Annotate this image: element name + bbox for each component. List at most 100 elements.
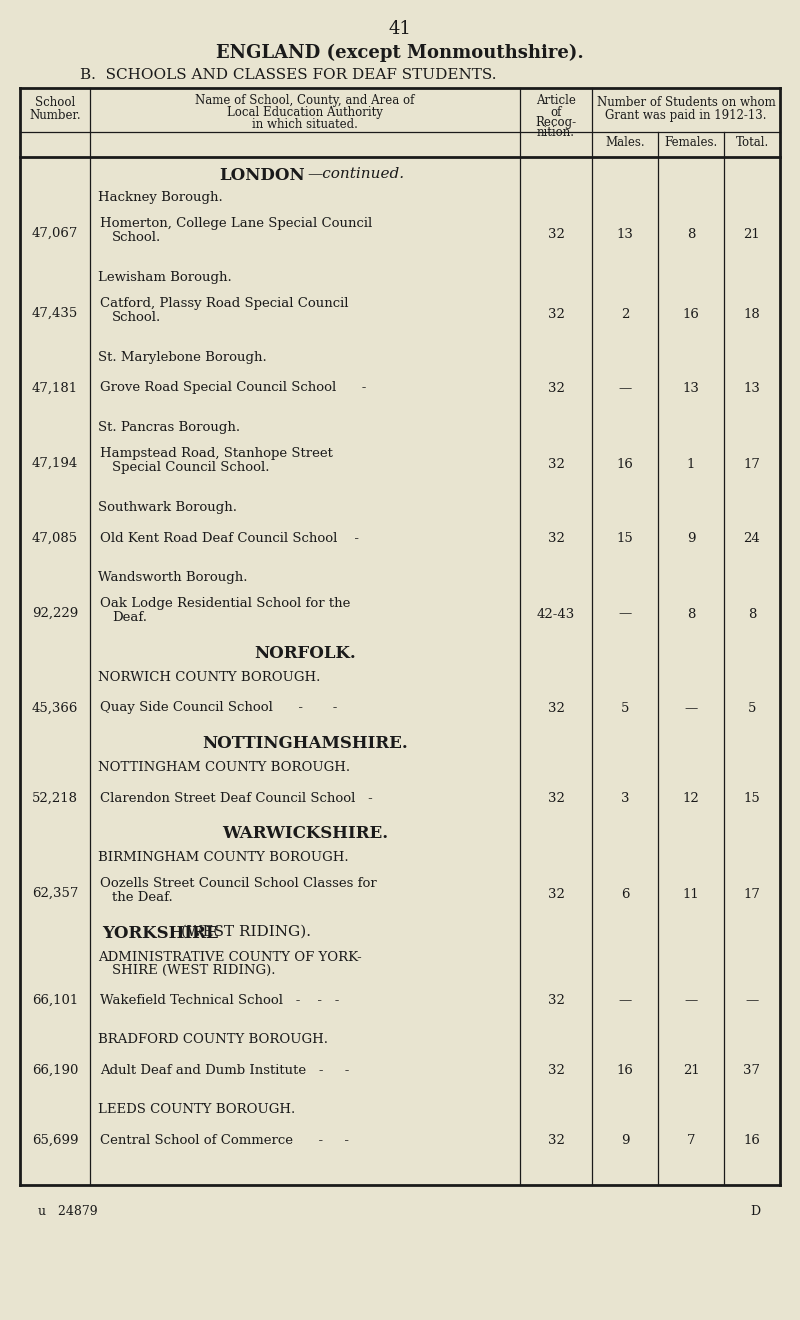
Text: Deaf.: Deaf. <box>112 611 147 624</box>
Text: —: — <box>618 607 632 620</box>
Text: Adult Deaf and Dumb Institute   -     -: Adult Deaf and Dumb Institute - - <box>100 1064 350 1077</box>
Text: Homerton, College Lane Special Council: Homerton, College Lane Special Council <box>100 216 372 230</box>
Text: SHIRE (WEST RIDING).: SHIRE (WEST RIDING). <box>112 964 275 977</box>
Text: Males.: Males. <box>605 136 645 149</box>
Text: 32: 32 <box>547 887 565 900</box>
Text: WARWICKSHIRE.: WARWICKSHIRE. <box>222 825 388 842</box>
Text: ADMINISTRATIVE COUNTY OF YORK-: ADMINISTRATIVE COUNTY OF YORK- <box>98 950 362 964</box>
Text: BIRMINGHAM COUNTY BOROUGH.: BIRMINGHAM COUNTY BOROUGH. <box>98 851 349 865</box>
Text: 47,194: 47,194 <box>32 457 78 470</box>
Text: 21: 21 <box>682 1064 699 1077</box>
Text: nition.: nition. <box>537 125 575 139</box>
Text: 9: 9 <box>621 1134 630 1147</box>
Text: Hampstead Road, Stanhope Street: Hampstead Road, Stanhope Street <box>100 447 333 459</box>
Text: 66,101: 66,101 <box>32 994 78 1006</box>
Text: 21: 21 <box>744 227 760 240</box>
Text: LONDON: LONDON <box>219 168 305 183</box>
Text: 17: 17 <box>743 458 761 470</box>
Text: 65,699: 65,699 <box>32 1134 78 1147</box>
Text: Oozells Street Council School Classes for: Oozells Street Council School Classes fo… <box>100 876 377 890</box>
Text: D: D <box>750 1205 760 1218</box>
Text: 47,435: 47,435 <box>32 306 78 319</box>
Text: School.: School. <box>112 312 162 323</box>
Text: —: — <box>684 994 698 1007</box>
Text: Recog-: Recog- <box>535 116 577 129</box>
Text: 32: 32 <box>547 227 565 240</box>
Text: 24: 24 <box>744 532 760 545</box>
Text: 13: 13 <box>743 383 761 396</box>
Text: 18: 18 <box>744 308 760 321</box>
Text: Catford, Plassy Road Special Council: Catford, Plassy Road Special Council <box>100 297 349 310</box>
Text: 32: 32 <box>547 532 565 545</box>
Text: Oak Lodge Residential School for the: Oak Lodge Residential School for the <box>100 597 350 610</box>
Text: Southwark Borough.: Southwark Borough. <box>98 502 237 513</box>
Text: Wakefield Technical School   -    -   -: Wakefield Technical School - - - <box>100 994 339 1006</box>
Text: Hackney Borough.: Hackney Borough. <box>98 191 222 205</box>
Text: School.: School. <box>112 231 162 244</box>
Text: 66,190: 66,190 <box>32 1064 78 1077</box>
Text: 5: 5 <box>621 702 629 715</box>
Text: 12: 12 <box>682 792 699 805</box>
Text: School: School <box>35 96 75 110</box>
Text: LEEDS COUNTY BOROUGH.: LEEDS COUNTY BOROUGH. <box>98 1104 295 1115</box>
Text: u   24879: u 24879 <box>38 1205 98 1218</box>
Text: Wandsworth Borough.: Wandsworth Borough. <box>98 572 247 583</box>
Text: BRADFORD COUNTY BOROUGH.: BRADFORD COUNTY BOROUGH. <box>98 1034 328 1045</box>
Text: 9: 9 <box>686 532 695 545</box>
Text: Central School of Commerce      -     -: Central School of Commerce - - <box>100 1134 349 1147</box>
Text: Females.: Females. <box>664 136 718 149</box>
Text: 13: 13 <box>682 383 699 396</box>
Text: Number.: Number. <box>29 110 81 121</box>
Text: 47,085: 47,085 <box>32 532 78 544</box>
Text: Local Education Authority: Local Education Authority <box>227 106 383 119</box>
Text: 2: 2 <box>621 308 629 321</box>
Text: 17: 17 <box>743 887 761 900</box>
Text: Name of School, County, and Area of: Name of School, County, and Area of <box>195 94 414 107</box>
Text: 32: 32 <box>547 1134 565 1147</box>
Text: Number of Students on whom: Number of Students on whom <box>597 96 775 110</box>
Text: 16: 16 <box>743 1134 761 1147</box>
Text: 32: 32 <box>547 994 565 1007</box>
Text: Article: Article <box>536 94 576 107</box>
Text: NOTTINGHAM COUNTY BOROUGH.: NOTTINGHAM COUNTY BOROUGH. <box>98 762 350 774</box>
Text: 42-43: 42-43 <box>537 607 575 620</box>
Text: 45,366: 45,366 <box>32 701 78 714</box>
Text: 16: 16 <box>682 308 699 321</box>
Text: 16: 16 <box>617 458 634 470</box>
Text: (WEST RIDING).: (WEST RIDING). <box>176 925 311 939</box>
Text: NORWICH COUNTY BOROUGH.: NORWICH COUNTY BOROUGH. <box>98 671 320 684</box>
Text: 52,218: 52,218 <box>32 792 78 804</box>
Text: 32: 32 <box>547 308 565 321</box>
Text: 15: 15 <box>744 792 760 805</box>
Text: Grove Road Special Council School      -: Grove Road Special Council School - <box>100 381 366 395</box>
Text: 3: 3 <box>621 792 630 805</box>
Text: —continued.: —continued. <box>307 168 404 181</box>
Text: 5: 5 <box>748 702 756 715</box>
Text: 32: 32 <box>547 383 565 396</box>
Text: 1: 1 <box>687 458 695 470</box>
Text: Old Kent Road Deaf Council School    -: Old Kent Road Deaf Council School - <box>100 532 359 544</box>
Text: 8: 8 <box>687 227 695 240</box>
Text: NORFOLK.: NORFOLK. <box>254 645 356 663</box>
Text: 13: 13 <box>617 227 634 240</box>
Text: 32: 32 <box>547 792 565 805</box>
Text: —: — <box>746 994 758 1007</box>
Text: 92,229: 92,229 <box>32 606 78 619</box>
Text: 62,357: 62,357 <box>32 887 78 899</box>
Text: 11: 11 <box>682 887 699 900</box>
Text: 32: 32 <box>547 702 565 715</box>
Text: 8: 8 <box>748 607 756 620</box>
Text: Lewisham Borough.: Lewisham Borough. <box>98 271 232 284</box>
Text: 15: 15 <box>617 532 634 545</box>
Text: St. Marylebone Borough.: St. Marylebone Borough. <box>98 351 266 364</box>
Text: NOTTINGHAMSHIRE.: NOTTINGHAMSHIRE. <box>202 735 408 752</box>
Text: the Deaf.: the Deaf. <box>112 891 173 904</box>
Text: 6: 6 <box>621 887 630 900</box>
Text: Clarendon Street Deaf Council School   -: Clarendon Street Deaf Council School - <box>100 792 373 804</box>
Text: 32: 32 <box>547 458 565 470</box>
Text: 47,181: 47,181 <box>32 381 78 395</box>
Text: 32: 32 <box>547 1064 565 1077</box>
Text: ENGLAND (except Monmouthshire).: ENGLAND (except Monmouthshire). <box>216 44 584 62</box>
Text: Total.: Total. <box>735 136 769 149</box>
Text: Special Council School.: Special Council School. <box>112 461 270 474</box>
